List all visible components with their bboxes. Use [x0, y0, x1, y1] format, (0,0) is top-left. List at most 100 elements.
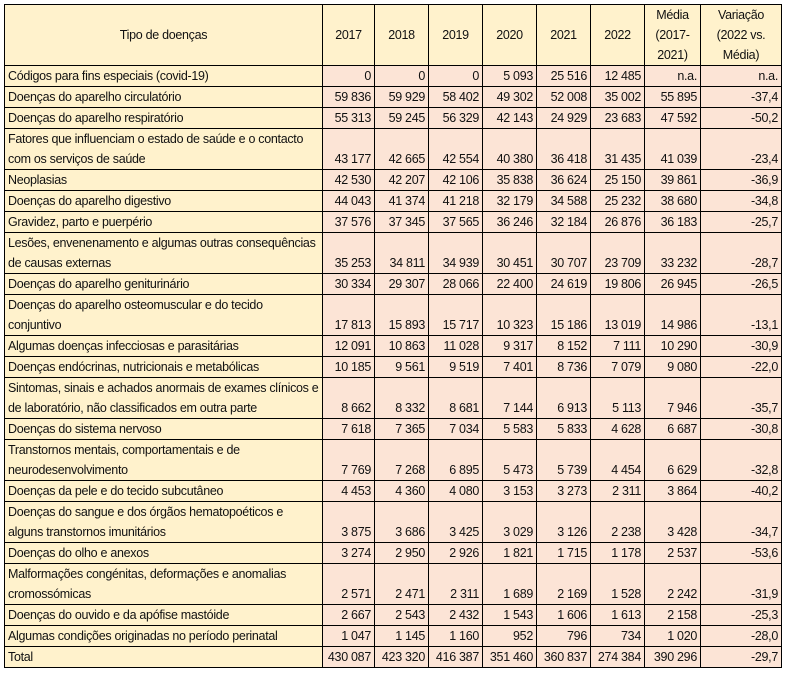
row-label: Algumas condições originadas no período …: [4, 625, 323, 647]
cell-2018: 423 320: [374, 646, 429, 668]
table-row: Neoplasias 42 530 42 207 42 106 35 838 36 624…: [4, 169, 782, 191]
cell-2017: 43 177: [322, 128, 375, 170]
cell-variation: -13,1: [700, 294, 782, 336]
header-2020: 2020: [482, 4, 537, 66]
cell-2017: 59 836: [322, 86, 375, 108]
cell-2017: 42 530: [322, 169, 375, 191]
cell-2018: 1 145: [374, 625, 429, 647]
cell-2022: 274 384: [590, 646, 645, 668]
cell-variation: -28,0: [700, 625, 782, 647]
cell-variation: -32,8: [700, 439, 782, 481]
cell-2017: 0: [322, 65, 375, 87]
cell-2021: 2 169: [536, 563, 591, 605]
cell-2020: 1 821: [482, 542, 537, 564]
cell-average: 9 080: [644, 356, 701, 378]
cell-2019: 42 554: [428, 128, 483, 170]
cell-2017: 10 185: [322, 356, 375, 378]
cell-average: 38 680: [644, 190, 701, 212]
cell-2022: 1 528: [590, 563, 645, 605]
cell-average: 36 183: [644, 211, 701, 233]
cell-2017: 37 576: [322, 211, 375, 233]
header-variation: Variação (2022 vs. Média): [700, 4, 782, 66]
header-row: Tipo de doenças 2017 2018 2019 2020 2021…: [4, 4, 782, 66]
cell-2020: 3 153: [482, 480, 537, 502]
cell-2017: 30 334: [322, 273, 375, 295]
cell-2022: 25 232: [590, 190, 645, 212]
cell-2017: 1 047: [322, 625, 375, 647]
cell-2019: 58 402: [428, 86, 483, 108]
cell-2019: 41 218: [428, 190, 483, 212]
cell-variation: -53,6: [700, 542, 782, 564]
cell-variation: n.a.: [700, 65, 782, 87]
cell-2021: 30 707: [536, 232, 591, 274]
cell-2017: 35 253: [322, 232, 375, 274]
cell-2017: 7 618: [322, 418, 375, 440]
table-row: Gravidez, parto e puerpério 37 576 37 345 3…: [4, 211, 782, 233]
table-row: Transtornos mentais, comportamentais e d…: [4, 439, 782, 481]
cell-2021: 360 837: [536, 646, 591, 668]
cell-2020: 7 401: [482, 356, 537, 378]
cell-2021: 1 715: [536, 542, 591, 564]
cell-2022: 734: [590, 625, 645, 647]
cell-2020: 5 473: [482, 439, 537, 481]
cell-2019: 6 895: [428, 439, 483, 481]
cell-2021: 15 186: [536, 294, 591, 336]
cell-2017: 2 571: [322, 563, 375, 605]
cell-2021: 3 126: [536, 501, 591, 543]
cell-2022: 26 876: [590, 211, 645, 233]
cell-2017: 7 769: [322, 439, 375, 481]
cell-2020: 36 246: [482, 211, 537, 233]
cell-2017: 44 043: [322, 190, 375, 212]
cell-2022: 4 628: [590, 418, 645, 440]
cell-average: 6 687: [644, 418, 701, 440]
cell-variation: -37,4: [700, 86, 782, 108]
cell-2021: 24 619: [536, 273, 591, 295]
cell-2019: 7 034: [428, 418, 483, 440]
cell-2022: 7 079: [590, 356, 645, 378]
cell-2018: 37 345: [374, 211, 429, 233]
cell-2022: 13 019: [590, 294, 645, 336]
table-row: Algumas doenças infecciosas e parasitári…: [4, 335, 782, 357]
cell-average: 33 232: [644, 232, 701, 274]
cell-2021: 24 929: [536, 107, 591, 129]
cell-2021: 5 739: [536, 439, 591, 481]
cell-2019: 2 432: [428, 604, 483, 626]
cell-variation: -26,5: [700, 273, 782, 295]
cell-2019: 9 519: [428, 356, 483, 378]
cell-2019: 15 717: [428, 294, 483, 336]
cell-2017: 2 667: [322, 604, 375, 626]
cell-2018: 3 686: [374, 501, 429, 543]
cell-variation: -50,2: [700, 107, 782, 129]
cell-2018: 15 893: [374, 294, 429, 336]
cell-2021: 36 624: [536, 169, 591, 191]
cell-variation: -23,4: [700, 128, 782, 170]
row-label: Gravidez, parto e puerpério: [4, 211, 323, 233]
cell-2017: 8 662: [322, 377, 375, 419]
cell-2021: 52 008: [536, 86, 591, 108]
cell-2022: 7 111: [590, 335, 645, 357]
cell-variation: -30,9: [700, 335, 782, 357]
cell-2021: 3 273: [536, 480, 591, 502]
cell-2017: 4 453: [322, 480, 375, 502]
cell-2018: 42 207: [374, 169, 429, 191]
table-row: Malformações congénitas, deformações e a…: [4, 563, 782, 605]
cell-2020: 351 460: [482, 646, 537, 668]
cell-2021: 796: [536, 625, 591, 647]
cell-2019: 1 160: [428, 625, 483, 647]
cell-2019: 3 425: [428, 501, 483, 543]
cell-average: n.a.: [644, 65, 701, 87]
cell-2021: 1 606: [536, 604, 591, 626]
row-label: Doenças do aparelho respiratório: [4, 107, 323, 129]
cell-2021: 32 184: [536, 211, 591, 233]
cell-2019: 37 565: [428, 211, 483, 233]
cell-2022: 2 238: [590, 501, 645, 543]
cell-2021: 5 833: [536, 418, 591, 440]
cell-2018: 59 245: [374, 107, 429, 129]
row-label: Códigos para fins especiais (covid-19): [4, 65, 323, 87]
row-label: Lesões, envenenamento e algumas outras c…: [4, 232, 323, 274]
cell-average: 3 428: [644, 501, 701, 543]
row-label: Neoplasias: [4, 169, 323, 191]
cell-2020: 3 029: [482, 501, 537, 543]
cell-2020: 7 144: [482, 377, 537, 419]
cell-2017: 12 091: [322, 335, 375, 357]
